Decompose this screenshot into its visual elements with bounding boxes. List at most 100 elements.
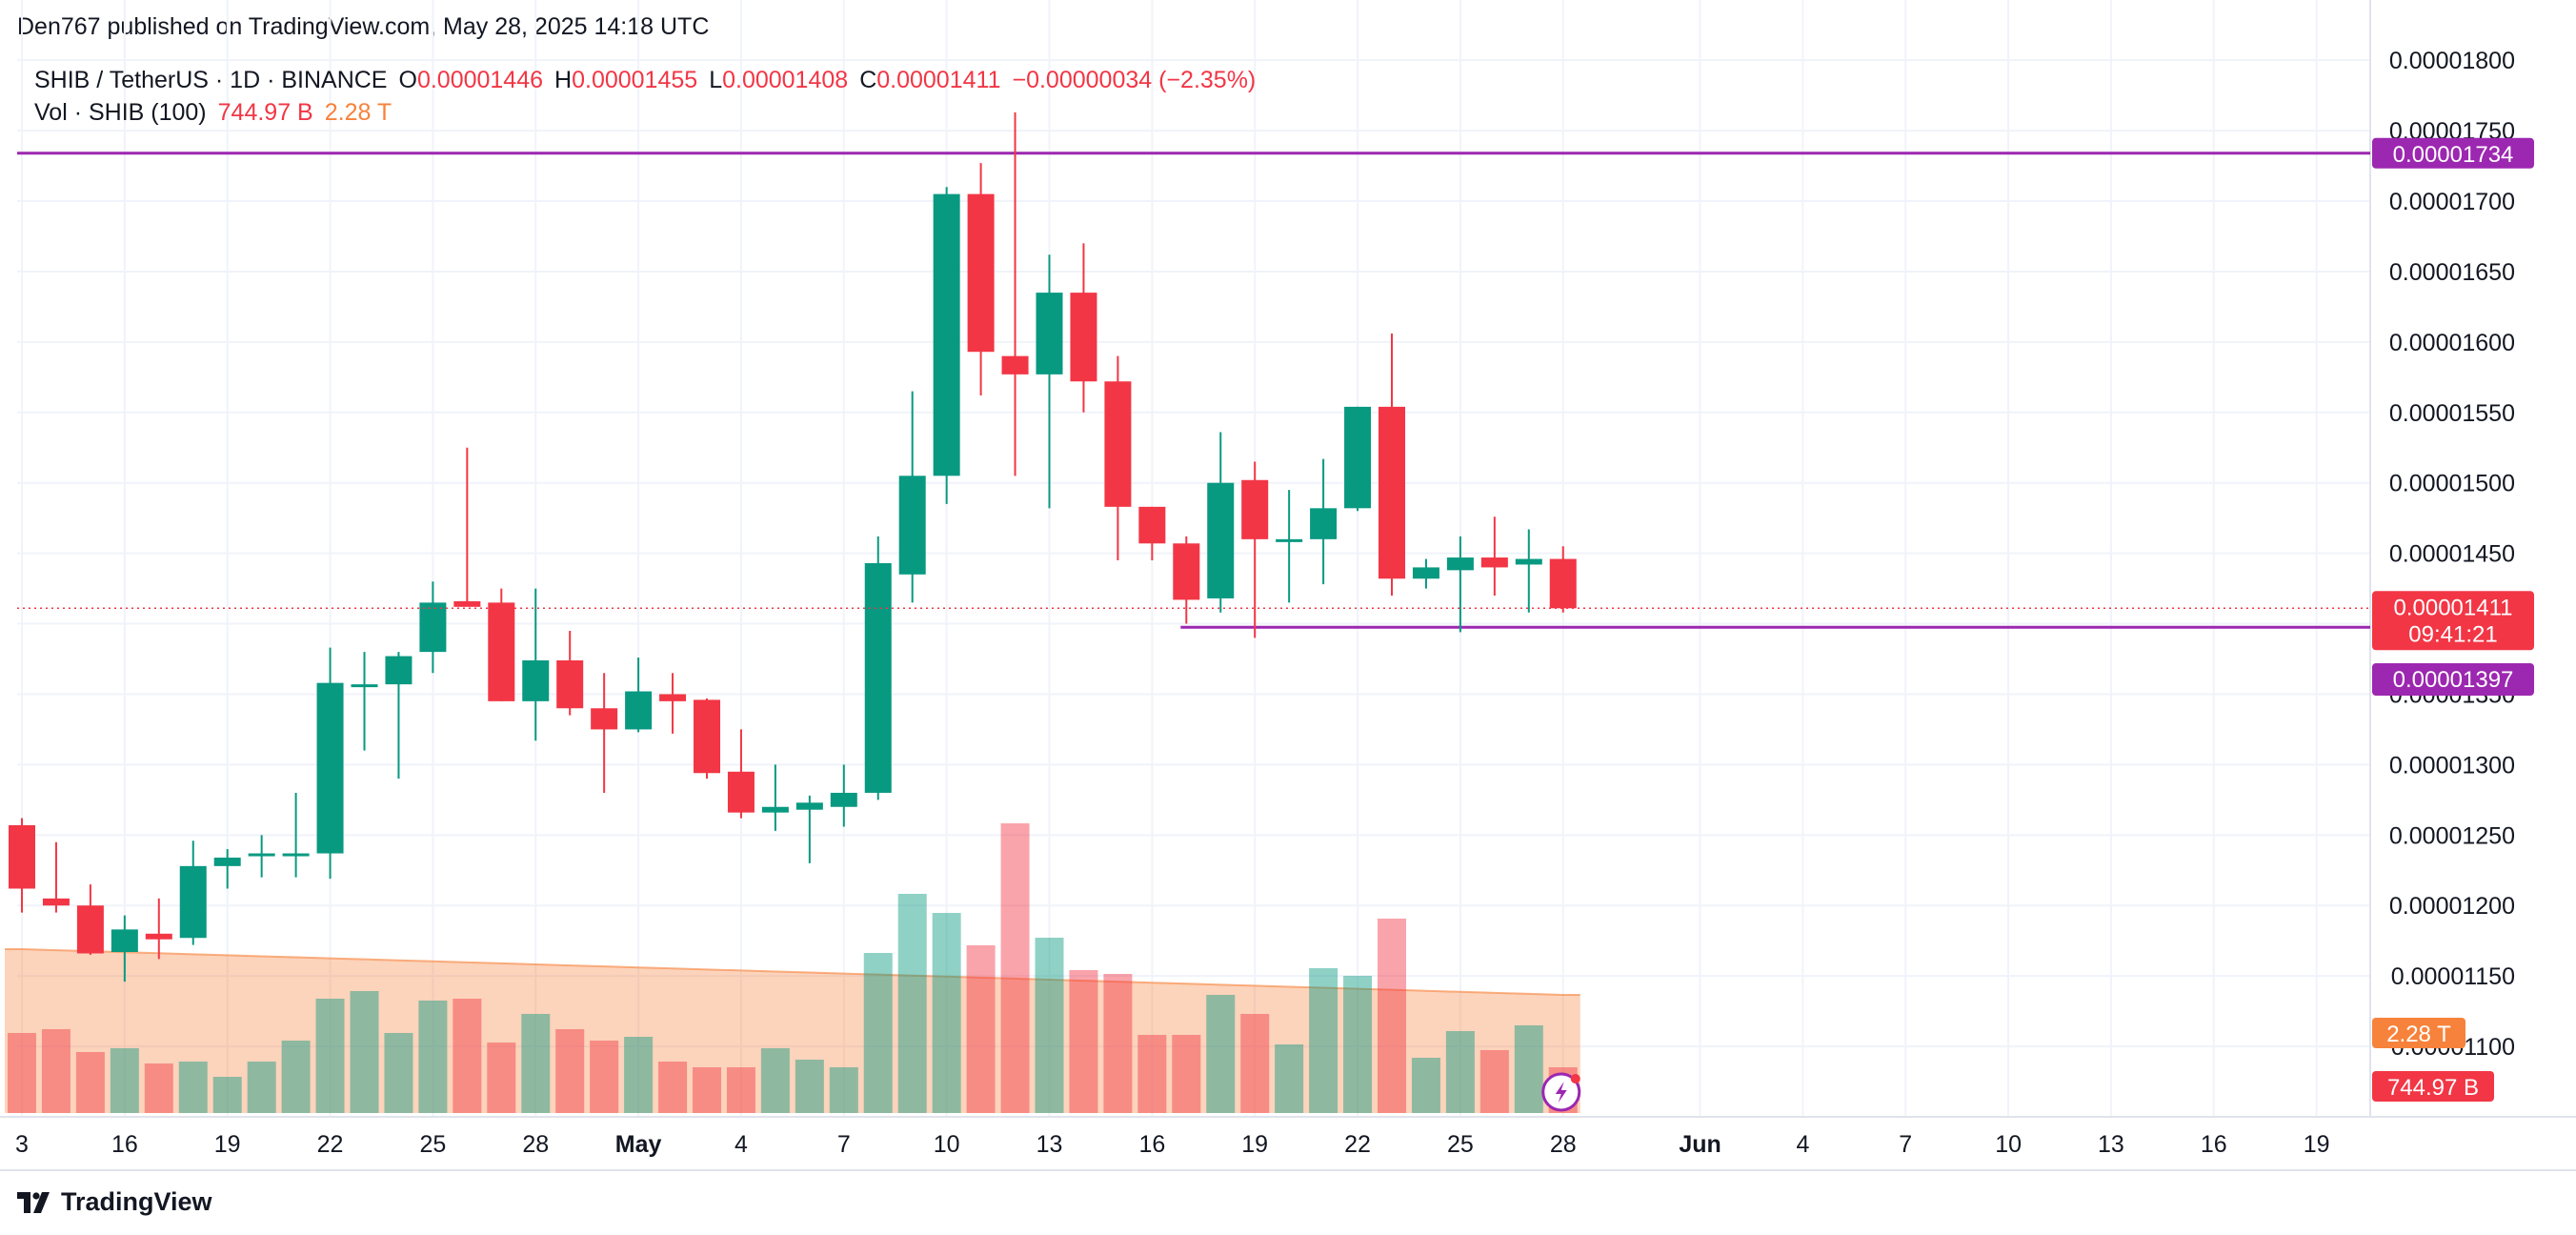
legend-ohlc: SHIB / TetherUS · 1D · BINANCE O0.0000144… (34, 67, 1256, 94)
vol-ma-tag-text: 2.28 T (2386, 1022, 2451, 1047)
last-price-tag-text: 0.00001411 (2393, 595, 2512, 620)
price-tick-label: 0.00001550 (2389, 400, 2515, 427)
candle-body (591, 708, 618, 730)
volume-bar (144, 1063, 173, 1113)
candle-body (1446, 557, 1474, 571)
date-tick-label: 19 (2304, 1131, 2330, 1158)
volume-bar (590, 1041, 619, 1113)
symbol-name[interactable]: SHIB / TetherUS · 1D · BINANCE (34, 67, 388, 93)
price-tick-label: 0.00001500 (2389, 471, 2515, 497)
volume-bar (1514, 1025, 1543, 1113)
date-tick-label: 10 (1995, 1131, 2022, 1158)
volume-bar (966, 945, 996, 1113)
close-label: C (859, 67, 877, 93)
volume-bar (41, 1029, 70, 1113)
volume-bar (247, 1062, 276, 1113)
price-tick-label: 0.00001800 (2389, 48, 2515, 74)
volume-bar (1035, 938, 1064, 1113)
horizontal-lines (17, 152, 2370, 629)
candle-body (694, 699, 720, 774)
volume-ma-value: 2.28 T (324, 99, 392, 126)
candle-body (213, 857, 241, 866)
volume-bar (1275, 1044, 1304, 1113)
price-tick-label: 0.00001150 (2391, 963, 2515, 990)
date-tick-label: 10 (934, 1131, 960, 1158)
volume-bar (624, 1037, 654, 1113)
price-tick-label: 0.00001250 (2389, 822, 2515, 849)
volume-bar (932, 913, 961, 1113)
volume-bar (829, 1067, 858, 1113)
date-tick-label: May (615, 1131, 662, 1158)
date-tick-label: 19 (214, 1131, 241, 1158)
volume-bar (487, 1043, 516, 1113)
date-tick-label: 19 (1241, 1131, 1268, 1158)
bolt-icon-dot (1570, 1074, 1580, 1083)
candle-body (1480, 557, 1508, 568)
volume-bar (693, 1067, 721, 1113)
volume-bar (178, 1062, 208, 1113)
price-tick-label: 0.00001300 (2389, 752, 2515, 779)
volume-bar (1479, 1050, 1509, 1113)
volume-bar (453, 999, 482, 1113)
candle-body (1549, 558, 1577, 609)
change-value: −0.00000034 (−2.35%) (1012, 67, 1257, 93)
date-tick-label: 16 (111, 1131, 138, 1158)
grid-lines (0, 0, 2576, 1171)
candle-body (727, 771, 755, 813)
footer-brand[interactable]: TradingView (17, 1187, 212, 1217)
date-tick-label: 16 (2201, 1131, 2227, 1158)
volume-bar (8, 1033, 36, 1113)
price-tick-label: 0.00001700 (2389, 189, 2515, 215)
volume-bar (1000, 823, 1030, 1113)
volume-bar (658, 1062, 688, 1113)
candle-body (282, 853, 310, 857)
volume-bar (350, 991, 379, 1113)
candle-body (1310, 508, 1338, 539)
volume-value: 744.97 B (217, 99, 313, 126)
candle-body (1036, 293, 1063, 375)
date-tick-label: 7 (837, 1131, 851, 1158)
date-tick-label: 7 (1899, 1131, 1912, 1158)
last-price-tag-text: 09:41:21 (2408, 621, 2497, 647)
vol-tag-text: 744.97 B (2387, 1075, 2479, 1101)
resistance-tag-bg (2372, 137, 2534, 169)
close-value: 0.00001411 (876, 67, 1001, 93)
volume-label[interactable]: Vol · SHIB (100) (34, 99, 207, 126)
candle-body (385, 656, 413, 685)
volume-bar (795, 1060, 824, 1113)
candle-body (1104, 381, 1132, 507)
candle-body (111, 929, 138, 953)
bolt-icon (1541, 1072, 1581, 1112)
support-tag-bg (2372, 663, 2534, 696)
candle-body (1138, 506, 1166, 544)
date-tick-label: 25 (1447, 1131, 1474, 1158)
time-axis: 3 16 19 22 25 28 May 4 7 10 13 16 19 22 25 28 Jun 4 7 10 13 1… (15, 1131, 2330, 1158)
candle-body (933, 193, 960, 476)
bolt-icon-glyph (1555, 1082, 1567, 1103)
candle-body (145, 933, 172, 940)
volume-ma-area (5, 948, 1580, 1113)
volume-ma-line (5, 948, 1580, 996)
candle-body (76, 905, 104, 954)
volume-bar (110, 1048, 139, 1113)
candle-body (179, 865, 207, 939)
price-tick-label: 0.00001600 (2389, 330, 2515, 356)
candle-body (1412, 567, 1439, 579)
volume-bar (863, 953, 893, 1113)
open-label: O (398, 67, 417, 93)
candle-body (761, 806, 789, 813)
open-value: 0.00001446 (416, 67, 544, 93)
volume-bar (212, 1077, 242, 1113)
vol-ma-tag-bg (2372, 1018, 2465, 1048)
volume-bar (726, 1067, 755, 1113)
candle-body (351, 684, 378, 688)
volume-bar (897, 894, 927, 1113)
candle-body (1379, 406, 1405, 579)
volume-bars (8, 823, 1578, 1113)
volume-bar (1137, 1035, 1167, 1113)
date-tick-label: 25 (419, 1131, 446, 1158)
publisher-header: Den767 published on TradingView.com, May… (17, 13, 710, 40)
volume-bar (281, 1041, 311, 1113)
candle-body (1241, 479, 1269, 539)
